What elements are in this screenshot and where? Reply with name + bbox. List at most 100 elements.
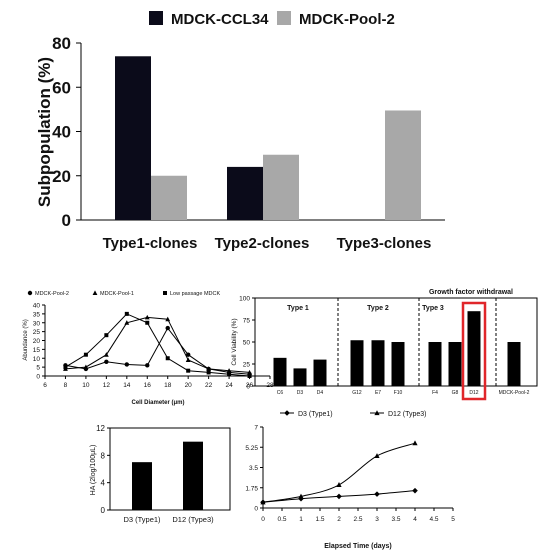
data-point (206, 370, 211, 375)
y-tick-label: 0 (62, 211, 71, 230)
x-tick-label: Type1-clones (103, 235, 198, 252)
x-tick-label: 8 (64, 382, 68, 389)
bar (132, 462, 152, 510)
y-tick-label: 60 (52, 78, 71, 97)
y-tick-label: 5 (36, 365, 40, 372)
bar (448, 342, 462, 386)
data-point (260, 499, 266, 505)
x-tick-label: 3 (375, 516, 379, 523)
y-axis-label: Subpopulation (%) (35, 57, 54, 207)
data-point (165, 356, 170, 361)
subpopulation-chart: 0 20 40 60 80 Type1-clones Type2-clones Type3-c… (35, 11, 445, 252)
y-tick-label: 0 (36, 374, 40, 381)
bar (428, 342, 442, 386)
data-point (185, 352, 191, 357)
bar (350, 340, 364, 386)
data-point (165, 316, 171, 322)
data-point (145, 363, 150, 368)
y-tick-label: 25 (33, 329, 41, 336)
legend-marker (163, 291, 167, 295)
legend-marker (284, 410, 290, 416)
data-point (165, 325, 170, 331)
y-tick-label: 3.5 (249, 465, 258, 472)
bar (151, 175, 187, 220)
data-point (227, 372, 232, 377)
x-tick-label: 12 (103, 382, 111, 389)
data-point (412, 440, 418, 446)
legend-swatch (277, 11, 291, 25)
legend-label: MDCK-CCL34 (171, 11, 269, 28)
bar (313, 359, 327, 386)
data-point (374, 491, 380, 497)
bar (115, 56, 151, 221)
y-tick-label: 20 (52, 167, 71, 186)
annotation: Growth factor withdrawal (429, 289, 513, 296)
data-point (124, 320, 130, 325)
x-tick-label: 24 (225, 382, 233, 389)
y-tick-label: 0 (246, 384, 250, 391)
x-tick-label: D12 (469, 390, 478, 396)
x-tick-label: D12 (Type3) (172, 515, 214, 524)
data-point (206, 366, 212, 371)
y-tick-label: 7 (254, 425, 258, 432)
x-tick-label: Type2-clones (215, 235, 310, 252)
x-tick-label: 18 (164, 382, 172, 389)
series-line (65, 313, 250, 377)
x-tick-label: D4 (317, 390, 324, 396)
data-point (298, 493, 304, 499)
y-axis-label: Cell Viability (%) (231, 318, 238, 365)
x-tick-label: 10 (82, 382, 90, 389)
data-point (247, 374, 252, 378)
x-tick-label: 14 (123, 382, 131, 389)
legend-label: D12 (Type3) (388, 411, 427, 418)
y-tick-label: 15 (33, 347, 41, 354)
y-tick-label: 4 (101, 479, 106, 488)
series-line (65, 327, 250, 375)
x-axis-label: Elapsed Time (days) (324, 543, 392, 550)
data-point (83, 352, 88, 357)
group-label: Type 3 (422, 305, 444, 312)
elapsed-time-chart: 0 1.75 3.5 5.25 7 0 0.5 1 1.5 2 2.5 3 3.5 4 4.5 5 Elapse… (245, 410, 455, 550)
bar (183, 441, 203, 510)
x-tick-label: 0.5 (277, 516, 286, 523)
data-point (336, 493, 342, 500)
y-tick-label: 1.75 (245, 485, 258, 492)
data-point (336, 482, 342, 487)
x-tick-label: 4 (413, 516, 417, 523)
legend-swatch (149, 11, 163, 25)
data-point (226, 368, 232, 373)
x-tick-label: 1.5 (315, 516, 324, 523)
x-tick-label: 16 (144, 382, 152, 389)
data-point (186, 368, 191, 373)
y-tick-label: 0 (101, 506, 106, 515)
data-point (124, 311, 129, 316)
y-tick-label: 40 (33, 303, 41, 310)
x-tick-label: 3.5 (391, 516, 400, 523)
x-tick-label: 1 (299, 516, 303, 523)
x-tick-label: 26 (246, 382, 254, 389)
x-tick-label: D3 (297, 390, 304, 396)
plot-frame (109, 427, 231, 511)
y-tick-label: 10 (33, 356, 41, 363)
y-axis-label: Abundance (%) (23, 319, 29, 360)
x-tick-label: 6 (43, 382, 47, 389)
y-tick-label: 75 (243, 318, 251, 325)
x-tick-label: C6 (277, 390, 284, 396)
x-axis-label: Cell Diameter (μm) (131, 400, 184, 406)
bar (227, 166, 263, 220)
legend-label: MDCK-Pool-2 (35, 291, 69, 297)
series-line (65, 316, 250, 373)
data-point (83, 364, 89, 370)
y-tick-label: 8 (101, 451, 106, 460)
bar (263, 154, 299, 220)
y-tick-label: 80 (52, 34, 71, 53)
x-tick-label: 22 (205, 382, 213, 389)
x-tick-label: 0 (261, 516, 265, 523)
x-tick-label: 2 (337, 516, 341, 523)
bar (293, 368, 307, 386)
legend-marker (92, 290, 98, 295)
y-tick-label: 35 (33, 311, 41, 318)
cell-viability-chart: 0 25 50 75 100 Cell Viability (%) C6 D3 D4 G12 E7 F… (231, 289, 538, 401)
data-point (247, 369, 252, 375)
x-tick-label: G8 (452, 390, 459, 396)
